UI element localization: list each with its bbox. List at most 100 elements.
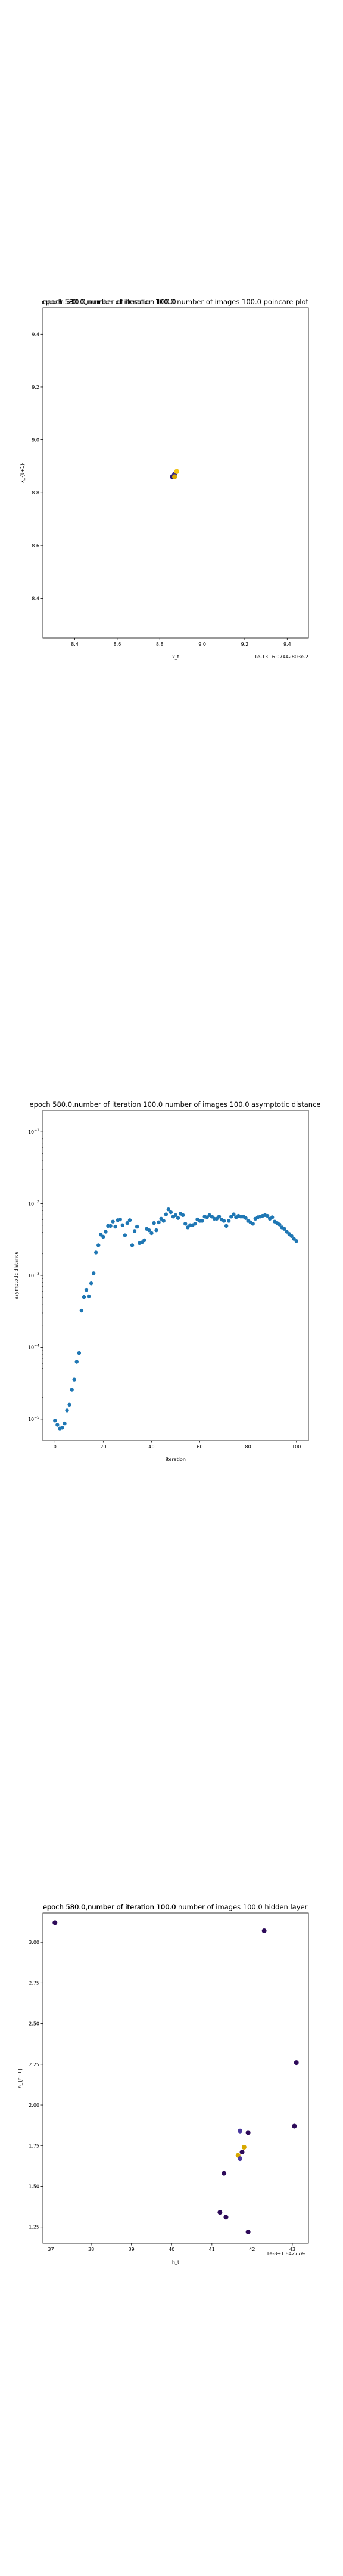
hidden-x-offset-text: 1e-8+1.84277e-1: [266, 2251, 308, 2256]
asymptotic-point: [96, 1243, 101, 1247]
asymptotic-ylabel: asymptotic distance: [14, 1251, 19, 1299]
hidden-ylabel: h_{t+1}: [17, 2068, 23, 2088]
asymptotic-point: [166, 1208, 171, 1212]
hidden-point: [238, 2156, 243, 2162]
hidden-point: [245, 2229, 251, 2234]
asymptotic-point: [217, 1215, 222, 1219]
asymptotic-point: [173, 1213, 178, 1218]
asymptotic-point: [86, 1294, 91, 1299]
asymptotic-point: [157, 1220, 161, 1225]
asymptotic-point: [180, 1213, 185, 1218]
asymptotic-point: [67, 1402, 71, 1407]
hidden-point: [52, 1920, 58, 1925]
asymptotic-point: [123, 1233, 127, 1237]
asymptotic-point: [111, 1219, 115, 1224]
asymptotic-point: [193, 1222, 197, 1226]
asymptotic-point: [53, 1419, 57, 1423]
hidden-point: [292, 2123, 297, 2129]
poincare-xtick-label: 8.6: [114, 642, 121, 647]
asymptotic-point: [147, 1228, 151, 1233]
asymptotic-xtick-label: 80: [245, 1444, 251, 1450]
poincare-xtick-label: 9.2: [241, 642, 249, 647]
asymptotic-point: [104, 1230, 108, 1234]
asymptotic-point: [161, 1219, 166, 1223]
asymptotic-point: [222, 1219, 226, 1223]
asymptotic-point: [70, 1388, 74, 1392]
asymptotic-point: [154, 1228, 158, 1233]
poincare-title: epoch 580.0,number of iteration 100.0 nu…: [42, 298, 309, 306]
asymptotic-point: [84, 1287, 89, 1292]
asymptotic-point: [82, 1295, 86, 1299]
asymptotic-point: [94, 1250, 98, 1255]
asymptotic-point: [130, 1243, 135, 1247]
asymptotic-point: [118, 1217, 122, 1222]
hidden-point: [261, 1928, 267, 1934]
hidden-point: [238, 2128, 243, 2134]
asymptotic-point: [224, 1224, 229, 1228]
asymptotic-xtick-label: 40: [148, 1444, 154, 1450]
asymptotic-point: [200, 1219, 204, 1223]
asymptotic-point: [152, 1221, 156, 1225]
asymptotic-point: [63, 1421, 67, 1426]
poincare-xlabel: x_t: [172, 654, 179, 660]
asymptotic-point: [79, 1308, 84, 1313]
hidden-ytick-label: 2.75: [29, 1980, 39, 1986]
asymptotic-point: [142, 1238, 146, 1243]
hidden-xtick-label: 42: [249, 2247, 255, 2252]
hidden-point: [222, 2171, 227, 2176]
hidden-xtick-label: 43: [289, 2247, 295, 2252]
asymptotic-point: [294, 1239, 298, 1243]
poincare-point: [172, 474, 177, 479]
asymptotic-point: [277, 1222, 282, 1227]
poincare-xtick-label: 9.0: [198, 642, 206, 647]
asymptotic-point: [164, 1212, 168, 1216]
asymptotic-point: [227, 1219, 231, 1223]
asymptotic-xtick-label: 20: [100, 1444, 106, 1450]
asymptotic-ytick-label: 10−2: [28, 1200, 39, 1207]
poincare-ytick-label: 9.4: [32, 332, 39, 337]
poincare-xtick-label: 8.4: [71, 642, 79, 647]
poincare-ytick-label: 8.4: [32, 596, 39, 602]
asymptotic-point: [282, 1227, 286, 1231]
asymptotic-point: [132, 1229, 137, 1233]
asymptotic-ytick-label: 10−3: [28, 1272, 39, 1278]
asymptotic-point: [89, 1281, 93, 1286]
asymptotic-point: [108, 1224, 113, 1228]
asymptotic-ytick-label: 10−5: [28, 1416, 39, 1422]
poincare-ylabel: x_{t+1}: [20, 463, 25, 483]
hidden-ytick-label: 1.25: [29, 2225, 39, 2230]
poincare-xtick-label: 9.4: [283, 642, 291, 647]
hidden-xtick-label: 40: [169, 2247, 174, 2252]
hidden-xtick-label: 38: [88, 2247, 94, 2252]
asymptotic-point: [169, 1210, 173, 1215]
asymptotic-plot-area: [42, 1110, 309, 1441]
hidden-plot-area: [42, 1912, 309, 2244]
asymptotic-point: [72, 1377, 76, 1382]
asymptotic-point: [101, 1234, 105, 1239]
hidden-xtick-label: 39: [129, 2247, 135, 2252]
hidden-point: [217, 2210, 223, 2215]
asymptotic-point: [270, 1215, 275, 1219]
hidden-point: [294, 2060, 299, 2066]
hidden-overlay-text: epoch 580.0,number of iteration 100.0: [43, 1903, 176, 1911]
asymptotic-point: [77, 1351, 82, 1355]
asymptotic-point: [244, 1216, 248, 1220]
hidden-point: [239, 2150, 245, 2155]
hidden-point: [241, 2144, 247, 2150]
asymptotic-point: [120, 1223, 124, 1227]
hidden-xlabel: h_t: [172, 2259, 179, 2265]
asymptotic-point: [55, 1423, 60, 1427]
poincare-ytick-label: 9.2: [32, 385, 39, 390]
hidden-ytick-label: 2.50: [29, 2021, 39, 2027]
poincare-ytick-label: 8.8: [32, 490, 39, 496]
poincare-x-offset-text: 1e-13+6.07442803e-2: [254, 654, 308, 660]
hidden-xtick-label: 41: [209, 2247, 215, 2252]
hidden-xtick-label: 37: [48, 2247, 54, 2252]
hidden-ytick-label: 1.75: [29, 2143, 39, 2148]
hidden-ytick-label: 1.50: [29, 2184, 39, 2189]
asymptotic-point: [127, 1218, 132, 1222]
asymptotic-point: [91, 1271, 96, 1275]
asymptotic-point: [113, 1224, 117, 1229]
asymptotic-point: [176, 1216, 180, 1220]
poincare-xtick-label: 8.8: [156, 642, 164, 647]
